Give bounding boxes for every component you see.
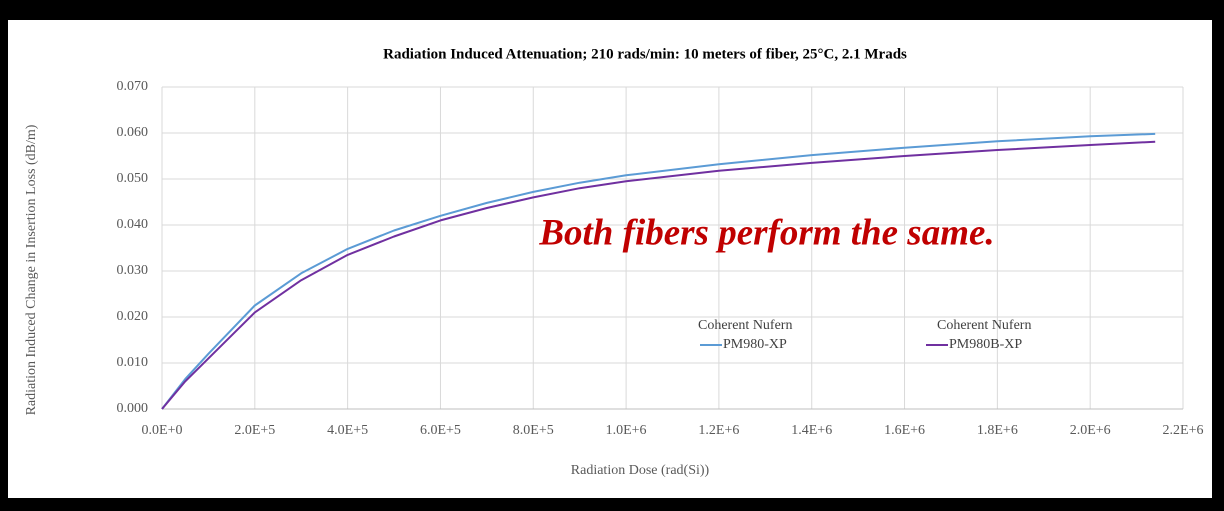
legend-group: Coherent Nufern [698, 318, 792, 333]
x-tick-label: 2.2E+6 [1163, 423, 1204, 438]
series-line [161, 132, 1156, 410]
y-tick-label: 0.070 [117, 79, 149, 94]
y-tick-label: 0.000 [117, 401, 149, 416]
x-tick-label: 1.8E+6 [977, 423, 1018, 438]
chart-background [8, 20, 1212, 498]
y-tick-label: 0.020 [117, 309, 149, 324]
series-line [161, 140, 1156, 410]
x-tick-label: 2.0E+6 [1070, 423, 1111, 438]
x-tick-label: 1.6E+6 [884, 423, 925, 438]
x-tick-label: 0.0E+0 [142, 423, 183, 438]
y-tick-label: 0.060 [117, 125, 149, 140]
x-tick-label: 1.2E+6 [698, 423, 739, 438]
legend-group: Coherent Nufern [937, 318, 1031, 333]
x-tick-label: 1.4E+6 [791, 423, 832, 438]
annotation: Both fibers perform the same. [538, 212, 994, 253]
x-tick-label: 4.0E+5 [327, 423, 368, 438]
y-tick-label: 0.040 [117, 217, 149, 232]
x-tick-label: 8.0E+5 [513, 423, 554, 438]
x-tick-label: 6.0E+5 [420, 423, 461, 438]
x-axis-label: Radiation Dose (rad(Si)) [571, 463, 710, 478]
legend-label: PM980-XP [723, 337, 787, 352]
chart-title: Radiation Induced Attenuation; 210 rads/… [383, 46, 907, 62]
y-axis-label: Radiation Induced Change in Insertion Lo… [24, 124, 39, 415]
y-tick-label: 0.030 [117, 263, 149, 278]
plot-area: 0.000 0.010 0.020 0.030 0.040 0.050 0.060 0.070… [117, 79, 1204, 438]
x-tick-label: 1.0E+6 [606, 423, 647, 438]
y-tick-label: 0.050 [117, 171, 149, 186]
legend-label: PM980B-XP [949, 337, 1022, 352]
y-tick-label: 0.010 [117, 355, 149, 370]
x-tick-label: 2.0E+5 [234, 423, 275, 438]
